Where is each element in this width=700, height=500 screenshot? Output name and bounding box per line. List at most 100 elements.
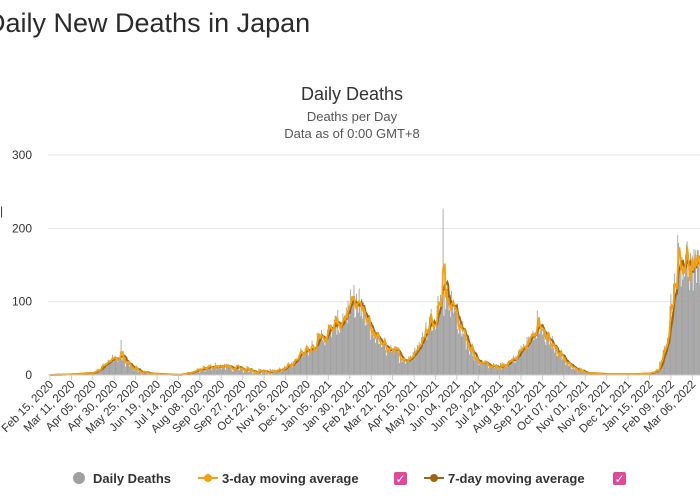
daily-bar (473, 359, 475, 375)
daily-bar (212, 368, 214, 375)
daily-bar (672, 311, 674, 375)
daily-bar (491, 367, 493, 375)
daily-bar (446, 299, 448, 375)
legend-item-ma7[interactable]: 7-day moving average (424, 471, 585, 486)
daily-bar (341, 327, 343, 375)
daily-bar (280, 371, 282, 375)
daily-bar (517, 356, 519, 375)
daily-bar (470, 347, 471, 375)
daily-bar (664, 345, 666, 375)
daily-bar (354, 317, 356, 375)
daily-bar (333, 326, 334, 375)
daily-bar (487, 363, 489, 375)
daily-bar (449, 303, 451, 375)
daily-bar (315, 347, 316, 375)
daily-bar (233, 371, 235, 375)
daily-bar (200, 367, 202, 375)
daily-bar (282, 367, 284, 375)
daily-bar (326, 341, 328, 375)
daily-bar (222, 365, 224, 375)
daily-bar (240, 368, 242, 375)
daily-bar (379, 343, 381, 375)
daily-bar (520, 345, 522, 375)
daily-bar (385, 350, 387, 375)
daily-bar (144, 371, 146, 375)
daily-bar (196, 370, 197, 375)
daily-bar (216, 365, 218, 375)
daily-bar (478, 365, 480, 375)
daily-bar (555, 344, 557, 375)
daily-bar (134, 365, 136, 375)
chart-data-as-of: Data as of 0:00 GMT+8 (284, 126, 419, 141)
daily-bar (202, 368, 203, 375)
daily-bar (494, 367, 495, 375)
daily-bar (407, 360, 409, 375)
daily-bar (380, 341, 381, 375)
daily-bar (117, 361, 119, 375)
daily-bar (112, 361, 114, 375)
daily-bar (497, 369, 499, 375)
daily-bar (256, 372, 258, 375)
daily-bar (519, 355, 521, 375)
daily-bar (545, 345, 547, 375)
daily-bar (304, 348, 306, 375)
daily-bar (243, 372, 244, 375)
daily-bar (97, 372, 99, 375)
daily-bar (466, 338, 468, 375)
daily-bar (145, 372, 147, 375)
daily-bar (506, 368, 507, 375)
daily-bar (558, 356, 560, 375)
daily-bar (363, 302, 364, 375)
ma7-checkbox[interactable]: ✓ (613, 472, 626, 486)
daily-bar (476, 359, 478, 375)
daily-bar (353, 285, 355, 375)
daily-bar (213, 368, 215, 375)
daily-bar (451, 291, 453, 375)
daily-bar (413, 357, 415, 375)
daily-bar (344, 319, 346, 375)
daily-bar (299, 351, 301, 375)
daily-bar (565, 365, 567, 375)
daily-bar (347, 300, 349, 375)
daily-bar (666, 343, 668, 375)
legend-item-ma3[interactable]: 3-day moving average (198, 471, 359, 486)
daily-bar (229, 367, 231, 375)
daily-bar (275, 370, 277, 375)
daily-bar (561, 359, 563, 375)
chart-subtitle: Deaths per Day (307, 109, 398, 124)
daily-bar (572, 364, 574, 375)
daily-bar (252, 373, 254, 375)
daily-bar (556, 355, 558, 375)
daily-bar (359, 305, 361, 375)
daily-bar (468, 350, 470, 375)
daily-bar (386, 355, 387, 375)
daily-bar (230, 365, 232, 375)
daily-bar (560, 350, 562, 375)
daily-bar (297, 359, 298, 375)
daily-bar (89, 373, 91, 375)
daily-bar (470, 345, 472, 375)
daily-bar (130, 367, 132, 375)
daily-bar (345, 319, 346, 375)
daily-bar (265, 373, 267, 375)
daily-bar (482, 363, 484, 375)
daily-bar (205, 366, 207, 375)
legend-item-daily-deaths[interactable]: Daily Deaths (73, 471, 171, 486)
daily-bar (574, 369, 576, 375)
ma3-checkbox[interactable]: ✓ (394, 472, 407, 486)
daily-bar (471, 345, 473, 375)
daily-bar (203, 366, 205, 375)
daily-bar (427, 328, 429, 375)
daily-bar (232, 366, 234, 375)
daily-bar (425, 322, 427, 375)
daily-bar (274, 372, 276, 375)
page-title: Daily New Deaths in Japan (0, 8, 311, 38)
daily-bar (118, 358, 120, 375)
daily-bar (488, 366, 490, 375)
daily-bar (345, 307, 347, 375)
daily-bar (127, 363, 129, 375)
daily-bar (515, 355, 517, 375)
daily-bar (395, 346, 397, 375)
daily-bar (402, 356, 404, 375)
daily-bar (225, 363, 227, 375)
